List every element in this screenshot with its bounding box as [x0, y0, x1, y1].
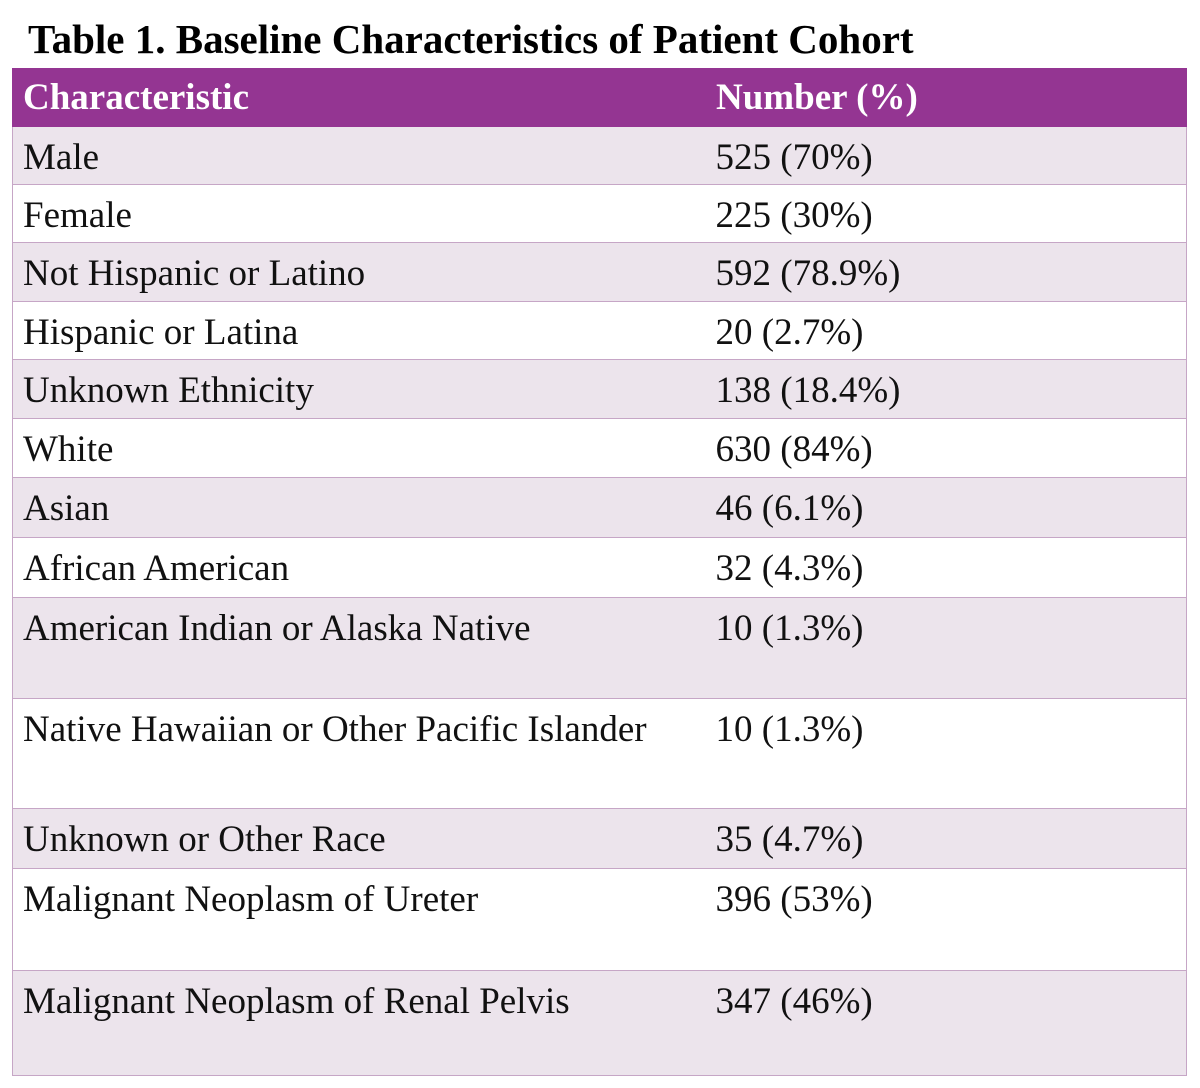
characteristic-cell: Unknown Ethnicity — [12, 359, 706, 419]
characteristic-cell: African American — [12, 537, 706, 598]
number-cell: 10 (1.3%) — [705, 597, 1187, 699]
number-cell: 32 (4.3%) — [705, 537, 1187, 598]
number-cell: 592 (78.9%) — [705, 242, 1187, 302]
table-row: Native Hawaiian or Other Pacific Islande… — [12, 698, 1187, 809]
characteristic-cell: Unknown or Other Race — [12, 808, 706, 869]
table-row: Unknown Ethnicity 138 (18.4%) — [12, 359, 1187, 419]
column-header: Number (%) — [705, 68, 1187, 127]
number-cell: 630 (84%) — [705, 418, 1187, 478]
table-title: Table 1. Baseline Characteristics of Pat… — [28, 16, 914, 62]
table-row: Malignant Neoplasm of Renal Pelvis 347 (4… — [12, 970, 1187, 1076]
table-header: Characteristic Number (%) — [12, 68, 1187, 127]
table-row: Hispanic or Latina 20 (2.7%) — [12, 301, 1187, 360]
number-cell: 396 (53%) — [705, 868, 1187, 971]
characteristic-cell: American Indian or Alaska Native — [12, 597, 706, 699]
characteristic-cell: Malignant Neoplasm of Ureter — [12, 868, 706, 971]
characteristic-cell: White — [12, 418, 706, 478]
column-header: Characteristic — [12, 68, 706, 127]
table-row: Male 525 (70%) — [12, 126, 1187, 185]
characteristic-cell: Asian — [12, 477, 706, 538]
table-row: Female 225 (30%) — [12, 184, 1187, 243]
table-row: Unknown or Other Race 35 (4.7%) — [12, 808, 1187, 869]
number-cell: 225 (30%) — [705, 184, 1187, 243]
number-cell: 46 (6.1%) — [705, 477, 1187, 538]
characteristic-cell: Female — [12, 184, 706, 243]
number-cell: 347 (46%) — [705, 970, 1187, 1076]
table-row: Not Hispanic or Latino 592 (78.9%) — [12, 242, 1187, 302]
table-body: Male 525 (70%) Female 225 (30%) Not Hispanic… — [12, 126, 1187, 1076]
table-row: Asian 46 (6.1%) — [12, 477, 1187, 538]
number-cell: 35 (4.7%) — [705, 808, 1187, 869]
number-cell: 10 (1.3%) — [705, 698, 1187, 809]
characteristic-cell: Native Hawaiian or Other Pacific Islande… — [12, 698, 706, 809]
characteristic-cell: Malignant Neoplasm of Renal Pelvis — [12, 970, 706, 1076]
number-cell: 20 (2.7%) — [705, 301, 1187, 360]
table-row: Malignant Neoplasm of Ureter 396 (53%) — [12, 868, 1187, 971]
number-cell: 525 (70%) — [705, 126, 1187, 185]
header-row: Characteristic Number (%) — [12, 68, 1187, 127]
characteristic-cell: Male — [12, 126, 706, 185]
table-row: African American 32 (4.3%) — [12, 537, 1187, 598]
number-cell: 138 (18.4%) — [705, 359, 1187, 419]
data-table: Characteristic Number (%) Male 525 (70%) F… — [12, 68, 1187, 1076]
table-row: White 630 (84%) — [12, 418, 1187, 478]
characteristic-cell: Hispanic or Latina — [12, 301, 706, 360]
characteristic-cell: Not Hispanic or Latino — [12, 242, 706, 302]
table-row: American Indian or Alaska Native 10 (1.3%… — [12, 597, 1187, 699]
